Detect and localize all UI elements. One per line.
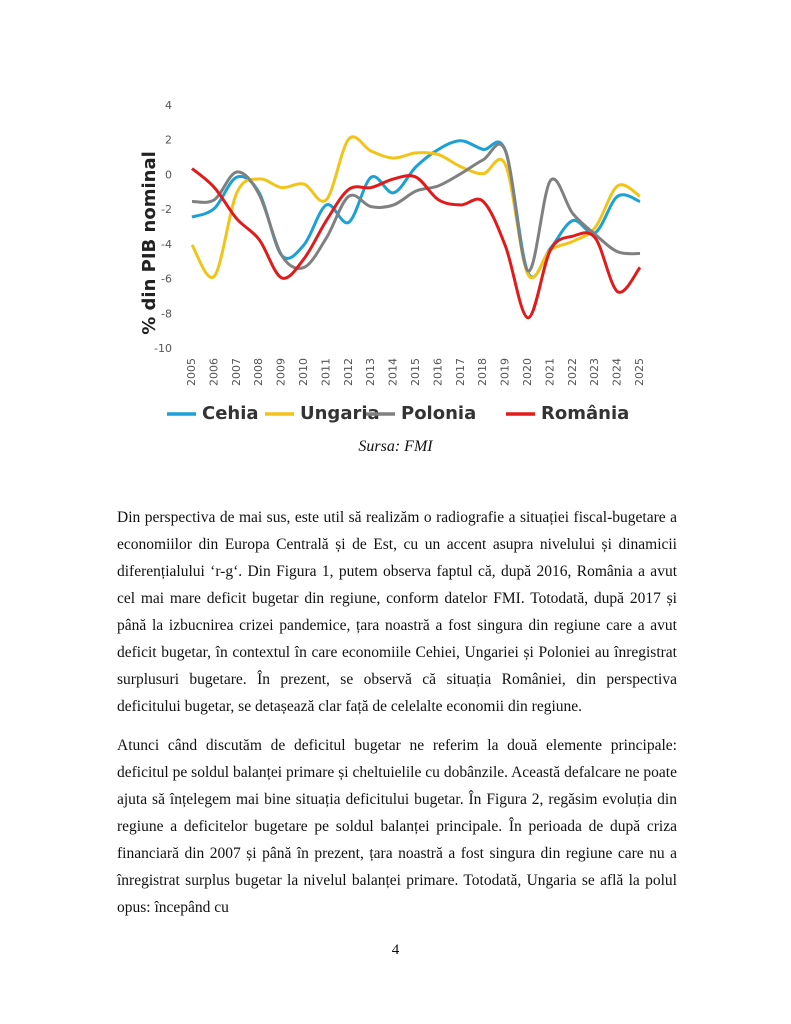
x-tick-label: 2021: [543, 358, 556, 386]
legend-label: România: [541, 403, 629, 424]
x-tick-label: 2020: [521, 358, 534, 386]
paragraph: Atunci când discutăm de deficitul bugeta…: [117, 737, 677, 916]
x-tick-label: 2013: [364, 358, 377, 386]
legend-label: Ungaria: [300, 403, 380, 424]
x-tick-label: 2025: [633, 358, 646, 386]
chart: % din PIB nominal -10 -8 -6 -4 -2 0 2 4 2005 2006…: [139, 99, 646, 424]
x-tick-label: 2018: [476, 358, 489, 386]
x-tick-label: 2014: [387, 358, 400, 386]
x-tick-label: 2005: [185, 358, 198, 386]
y-tick-label: 2: [165, 134, 172, 147]
x-tick-label: 2019: [499, 358, 512, 386]
y-tick-label: 4: [165, 99, 172, 112]
series-line: [191, 167, 642, 320]
x-tick-label: 2015: [409, 358, 422, 386]
x-tick-label: 2023: [588, 358, 601, 386]
y-tick-label: -8: [161, 307, 172, 320]
y-tick-label: -2: [161, 203, 172, 216]
y-tick-label: 0: [165, 168, 172, 181]
series-line: [190, 135, 641, 280]
x-tick-label: 2011: [319, 358, 332, 386]
series-line: [191, 139, 641, 279]
legend-label: Cehia: [202, 403, 259, 424]
x-tick-label: 2017: [454, 358, 467, 386]
x-tick-label: 2016: [431, 358, 444, 386]
paragraph: Din perspectiva de mai sus, este util să…: [117, 509, 677, 715]
x-tick-label: 2010: [297, 358, 310, 386]
legend-label: Polonia: [401, 403, 476, 424]
y-axis-title: % din PIB nominal: [139, 151, 160, 335]
x-tick-label: 2006: [207, 358, 220, 386]
x-tick-label: 2008: [252, 358, 265, 386]
y-tick-label: -4: [161, 238, 172, 251]
x-tick-label: 2009: [275, 358, 288, 386]
caption: Sursa: FMI: [358, 438, 433, 455]
page-number: 4: [391, 942, 400, 958]
x-tick-label: 2024: [611, 358, 624, 386]
x-tick-label: 2012: [342, 358, 355, 386]
series-line: [191, 142, 641, 273]
y-tick-label: -10: [154, 342, 172, 355]
x-tick-label: 2022: [566, 358, 579, 386]
x-tick-label: 2007: [230, 358, 243, 386]
y-tick-label: -6: [161, 273, 172, 286]
